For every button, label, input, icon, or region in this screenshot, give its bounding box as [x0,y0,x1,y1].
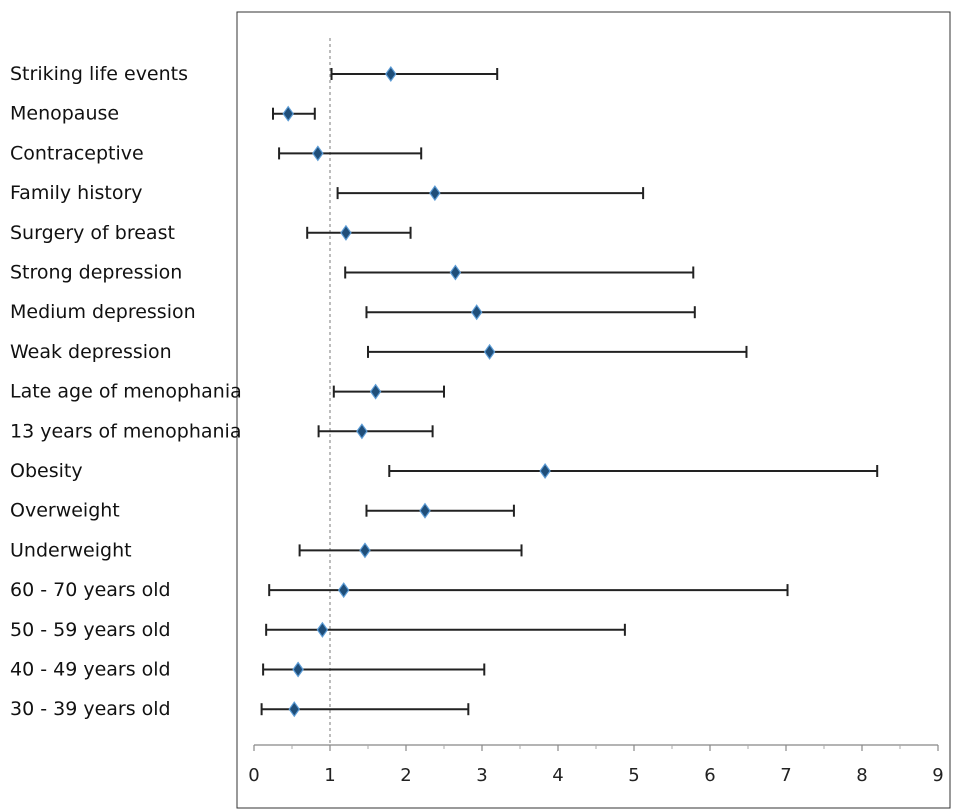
forest-row: Late age of menophania [10,381,445,403]
row-label: Medium depression [10,301,196,323]
estimate-marker [419,502,431,519]
estimate-marker [429,185,441,202]
row-label: Obesity [10,460,83,482]
row-label: Striking life events [10,63,188,85]
estimate-marker [282,105,294,122]
x-tick-label: 8 [856,765,867,786]
x-tick-label: 2 [400,765,411,786]
forest-row: Striking life events [10,63,499,85]
forest-row: Weak depression [10,341,748,363]
x-tick-label: 4 [552,765,563,786]
estimate-marker [369,383,382,400]
row-label: Late age of menophania [10,381,242,403]
estimate-marker [316,621,329,638]
row-label: 40 - 49 years old [10,659,171,681]
estimate-marker [470,304,483,321]
row-label: 50 - 59 years old [10,619,171,641]
forest-row: Strong depression [10,262,695,284]
estimate-marker [337,582,350,599]
estimate-marker [340,224,352,241]
estimate-marker [359,542,371,559]
x-tick-label: 1 [324,765,335,786]
forest-row: Obesity [10,460,879,482]
forest-row: Overweight [10,500,515,522]
row-label: Weak depression [10,341,172,363]
row-label: Menopause [10,103,119,125]
estimate-marker [385,65,397,83]
x-tick-label: 7 [780,765,791,786]
forest-row: 13 years of menophania [10,420,434,442]
forest-row: Menopause [10,103,316,125]
row-label: 30 - 39 years old [10,698,171,720]
row-label: Underweight [10,539,132,561]
row-label: 60 - 70 years old [10,579,171,601]
row-label: Surgery of breast [10,222,175,244]
forest-row: 50 - 59 years old [10,619,626,641]
estimate-marker [288,701,301,718]
estimate-marker [449,264,462,281]
plot-area-frame [236,11,951,809]
row-label: Overweight [10,500,120,522]
row-label: Contraceptive [10,142,144,164]
forest-row: 40 - 49 years old [10,659,486,681]
estimate-marker [483,343,496,360]
forest-row: Medium depression [10,301,696,323]
forest-row: Family history [10,182,645,204]
x-tick-label: 0 [248,765,259,786]
forest-row: 60 - 70 years old [10,579,789,601]
x-tick-label: 5 [628,765,639,786]
forest-row: Underweight [10,539,523,561]
forest-row: Contraceptive [10,142,423,164]
estimate-marker [292,661,304,678]
row-label: 13 years of menophania [10,420,241,442]
forest-row: Surgery of breast [10,222,412,244]
x-tick-label: 6 [704,765,715,786]
x-tick-label: 9 [932,765,943,786]
estimate-marker [356,423,368,440]
x-tick-label: 3 [476,765,487,786]
estimate-marker [539,462,551,480]
row-label: Family history [10,182,143,204]
estimate-marker [312,145,324,162]
forest-row: 30 - 39 years old [10,698,470,720]
row-label: Strong depression [10,262,182,284]
